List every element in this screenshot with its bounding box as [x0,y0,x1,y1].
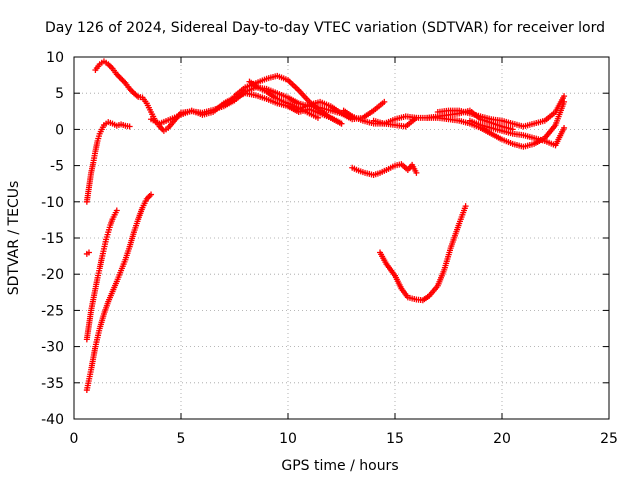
x-axis-label: GPS time / hours [281,458,398,474]
series-arc-10 [466,117,568,149]
y-axis-label: SDTVAR / TECUs [6,181,22,296]
y-tick-label: -25 [41,303,64,319]
data-point [462,203,469,210]
series-arc-13 [83,191,155,394]
x-tick-label: 15 [386,431,404,447]
data-point [148,191,155,198]
y-tick-label: -20 [41,267,64,283]
data-point [413,169,420,176]
data-point [561,93,568,100]
x-tick-label: 10 [279,431,297,447]
axis-ticks: 0 5 10 15 20 25 -40 -35 -30 -25 -20 -15 -10 -5 0 5 10 [41,50,618,447]
y-tick-label: -40 [41,412,64,428]
data-point [338,120,345,127]
series-arc-12 [83,207,120,343]
y-tick-label: 0 [55,122,64,138]
x-tick-label: 25 [600,431,618,447]
series-arc-16 [377,203,469,304]
y-tick-label: -15 [41,231,64,247]
y-tick-label: 5 [55,86,64,102]
x-tick-label: 0 [70,431,79,447]
series-arc-4 [246,78,321,121]
y-tick-label: 10 [46,50,64,66]
data-point [561,124,568,131]
y-tick-label: -10 [41,195,64,211]
data-points [83,58,568,394]
series-arc-14 [83,249,92,257]
data-point [85,249,92,256]
series-arc-8 [424,98,568,150]
x-tick-label: 5 [177,431,186,447]
y-tick-label: -30 [41,340,64,356]
data-point [381,98,388,105]
x-tick-label: 20 [493,431,511,447]
series-arc-9 [434,93,568,130]
series-arc-15 [349,161,420,179]
data-point [113,207,120,214]
series-arc-11 [83,119,133,205]
y-tick-label: -35 [41,376,64,392]
series-arc-3 [231,72,345,127]
data-point [126,123,133,130]
chart-title: Day 126 of 2024, Sidereal Day-to-day VTE… [45,20,605,36]
y-tick-label: -5 [50,159,64,175]
data-point [314,114,321,121]
